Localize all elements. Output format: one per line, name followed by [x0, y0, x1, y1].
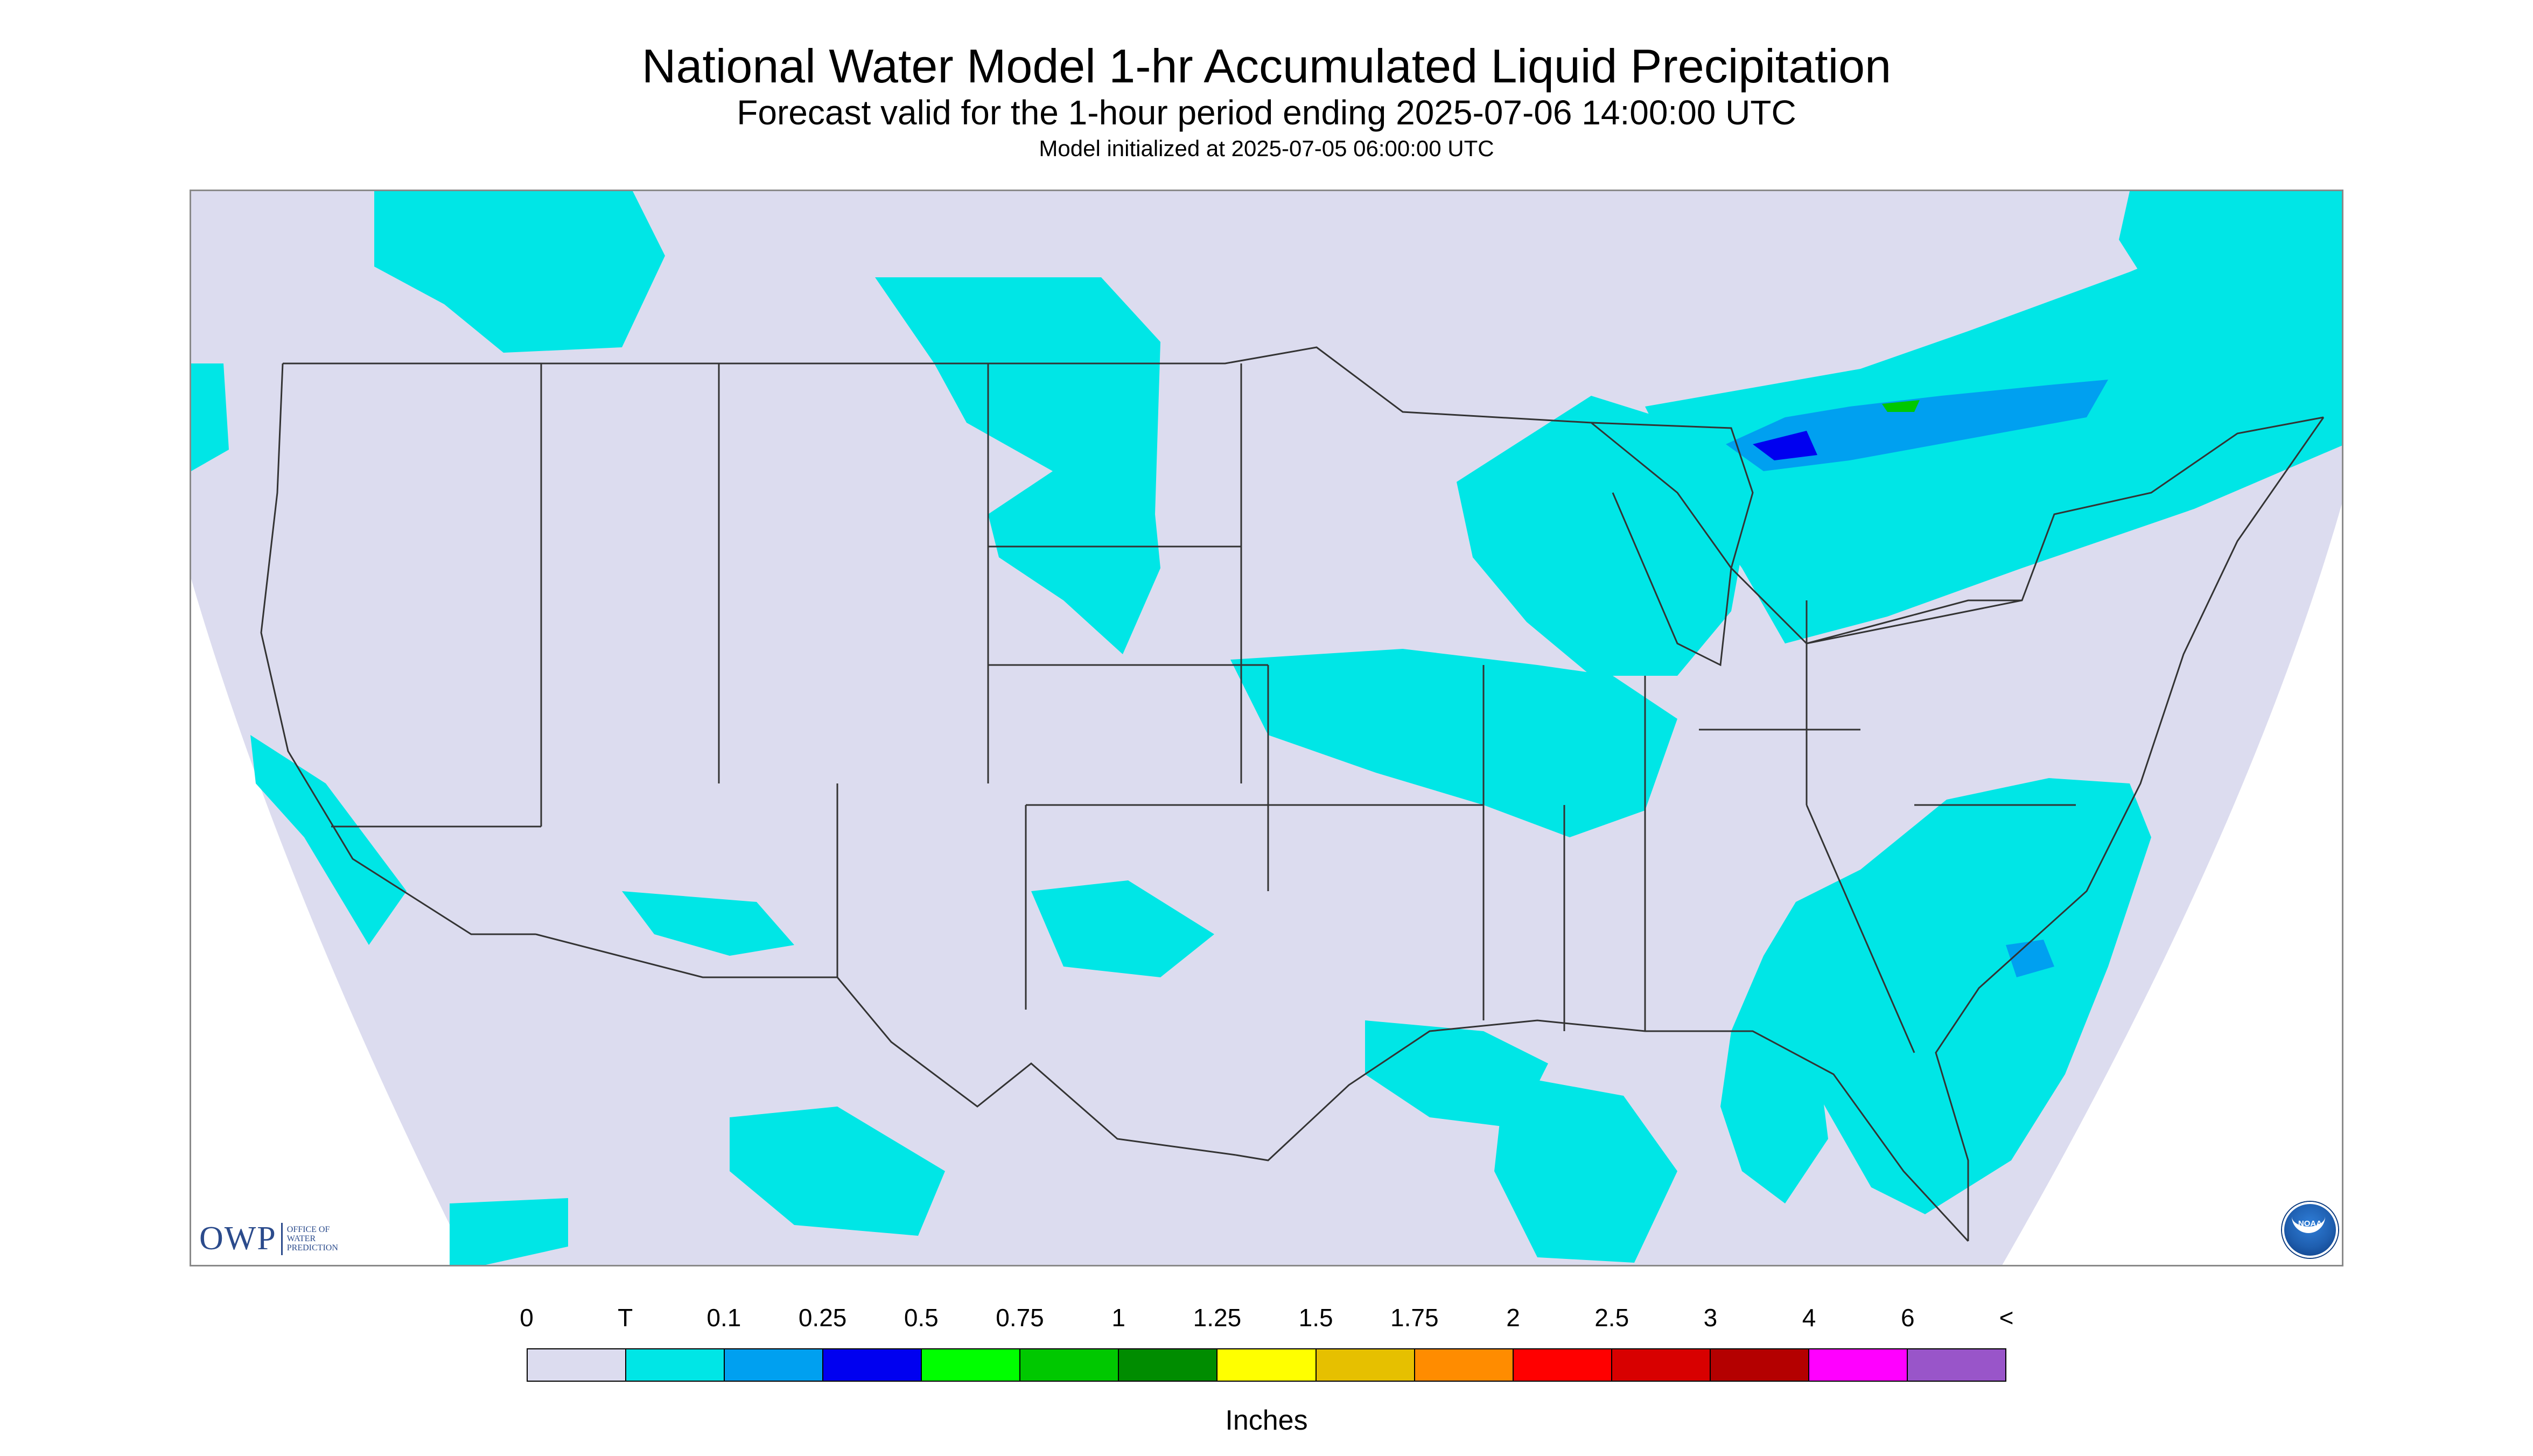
legend-tick-11: 2.5 — [1594, 1304, 1629, 1332]
map-title: National Water Model 1-hr Accumulated Li… — [641, 39, 1892, 93]
precipitation-map — [190, 190, 2343, 1266]
precip-trace-southeast-atlantic — [1731, 778, 2151, 1214]
legend-swatch-3 — [823, 1349, 922, 1381]
precip-trace-gulf-of-mexico — [1494, 1074, 1677, 1263]
coastline-west — [260, 363, 536, 935]
precip-trace-pacific-northwest — [374, 191, 665, 353]
precip-trace-texas — [1031, 880, 1214, 977]
precip-trace-mid-mississippi-valley — [1230, 649, 1677, 837]
precip-trace-ne-canada — [2119, 191, 2342, 331]
legend-swatch-4 — [922, 1349, 1021, 1381]
owp-subtitle: Office of Water Prediction — [287, 1225, 338, 1252]
legend-swatch-6 — [1119, 1349, 1218, 1381]
precip-trace-southwest — [622, 891, 794, 956]
legend-tick-7: 1.25 — [1193, 1304, 1242, 1332]
owp-logo: OWP Office of Water Prediction — [199, 1220, 338, 1258]
us-mexico-border — [535, 933, 1236, 1156]
noaa-logo: NOAA — [2282, 1202, 2338, 1258]
legend-tick-0: 0 — [520, 1304, 534, 1332]
precip-0.25-ontario-core — [1753, 431, 1817, 460]
owp-sub-line-3: Prediction — [286, 1243, 338, 1252]
precip-0.5-ontario-spot — [1882, 400, 1920, 412]
legend-tick-14: 6 — [1901, 1304, 1915, 1332]
legend-tick-labels: 0 T 0.1 0.25 0.5 0.75 1 1.25 1.5 1.75 2 2.5 3 4 6 < — [520, 1303, 2013, 1335]
legend-tick-1: T — [618, 1304, 633, 1332]
political-boundaries — [260, 346, 2325, 1242]
owp-sub-line-1: Office of — [286, 1225, 330, 1234]
legend-swatch-10 — [1513, 1349, 1612, 1381]
legend-tick-15: < — [1999, 1304, 2014, 1332]
map-canvas — [191, 191, 2342, 1265]
legend-tick-2: 0.1 — [706, 1304, 741, 1332]
legend-swatch-0 — [528, 1349, 627, 1381]
owp-letters: OWP — [199, 1220, 277, 1257]
precip-trace-northern-plains — [875, 277, 1160, 654]
model-init-line: Model initialized at 2025-07-05 06:00:00… — [1039, 136, 1494, 161]
legend-tick-13: 4 — [1802, 1304, 1816, 1332]
owp-sub-line-2: Water — [286, 1234, 316, 1243]
forecast-valid-subtitle: Forecast valid for the 1-hour period end… — [737, 93, 1796, 132]
precip-0.1-atlantic-spot — [2006, 940, 2054, 977]
precip-trace-florida — [1720, 1031, 1828, 1203]
legend-swatch-9 — [1415, 1349, 1514, 1381]
state-lines — [331, 363, 2076, 1053]
legend-swatch-8 — [1316, 1349, 1415, 1381]
legend-swatch-12 — [1710, 1349, 1809, 1381]
legend-tick-5: 0.75 — [996, 1304, 1044, 1332]
legend-tick-6: 1 — [1111, 1304, 1125, 1332]
legend-units: Inches — [1225, 1405, 1308, 1436]
legend-tick-9: 1.75 — [1390, 1304, 1439, 1332]
legend-tick-10: 2 — [1506, 1304, 1520, 1332]
great-lakes-outline — [1591, 422, 2022, 667]
legend-tick-8: 1.5 — [1298, 1304, 1333, 1332]
legend-tick-12: 3 — [1703, 1304, 1718, 1332]
precip-0.1-ontario-core — [1726, 380, 2108, 471]
legend-swatch-13 — [1809, 1349, 1908, 1381]
precip-trace-wa-coast — [191, 363, 229, 471]
coastline-east — [1235, 417, 2325, 1242]
precip-trace-mexico — [730, 1107, 945, 1236]
legend-swatch-2 — [725, 1349, 824, 1381]
legend-tick-4: 0.5 — [904, 1304, 939, 1332]
legend-swatch-1 — [626, 1349, 725, 1381]
precip-trace-ca-coast — [250, 735, 407, 945]
legend-swatch-7 — [1217, 1349, 1317, 1381]
noaa-logo-text: NOAA — [2298, 1219, 2322, 1228]
legend-swatch-11 — [1612, 1349, 1711, 1381]
precip-trace-baja — [450, 1198, 568, 1265]
legend-swatch-5 — [1020, 1349, 1119, 1381]
legend-colorbar — [527, 1348, 2006, 1382]
owp-divider — [281, 1222, 283, 1255]
legend-swatch-14 — [1907, 1349, 2005, 1381]
legend-tick-3: 0.25 — [798, 1304, 847, 1332]
